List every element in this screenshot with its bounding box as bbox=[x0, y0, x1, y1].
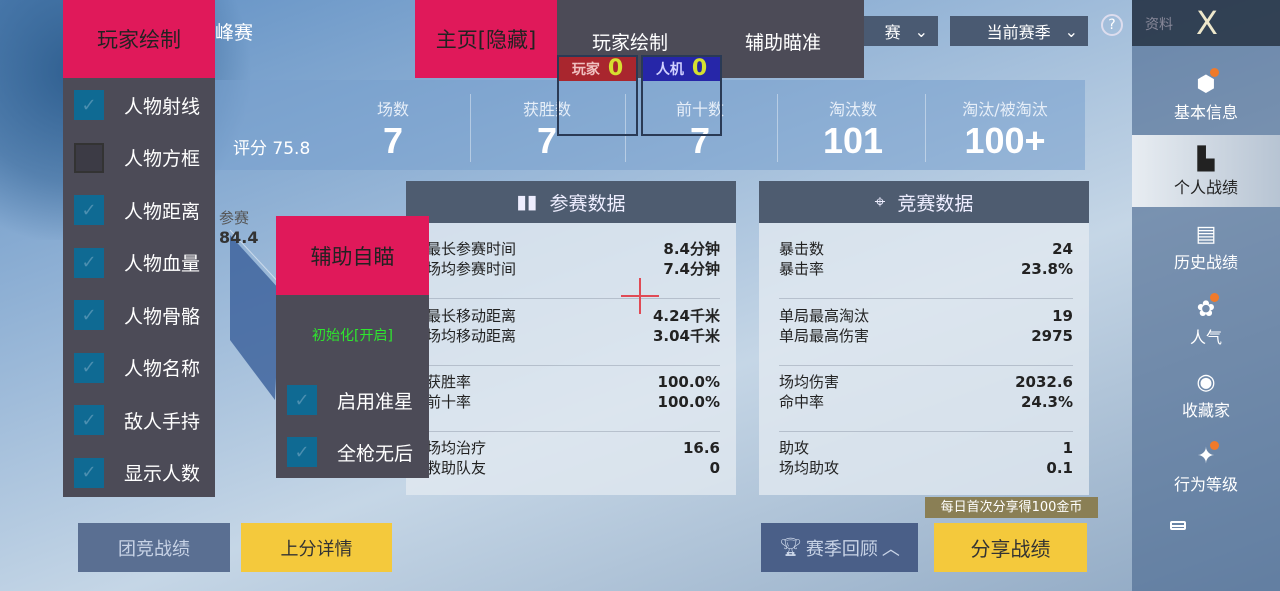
player-draw-menu: ✓ 人物射线人物方框 ✓ 人物距离 ✓ 人物血量 ✓ 人物骨骼 ✓ 人物名称 ✓ 敌人手持 ✓ 显示人数 bbox=[63, 78, 215, 497]
sidebar: 资料 X ⬢ 基本信息 ▙ 个人战绩 ▤ 历史战绩 ✿ 人气 ◉ 收藏家 ✦ 行为等级 bbox=[1132, 0, 1280, 591]
toggle-5[interactable]: ✓ 人物骨骼 bbox=[63, 295, 215, 335]
checkbox-unchecked-icon[interactable] bbox=[74, 142, 104, 173]
checkbox-checked-icon: ✓ bbox=[287, 437, 317, 467]
checkbox-checked-icon[interactable]: ✓ bbox=[74, 457, 104, 488]
bot-counter: 人机 0 bbox=[641, 55, 722, 136]
season-dropdown[interactable]: 当前赛季 ⌄ bbox=[950, 16, 1088, 46]
checkbox-checked-icon[interactable]: ✓ bbox=[74, 405, 104, 435]
stats-doc-icon: ▙ bbox=[1197, 147, 1215, 172]
toggle-label: 人物名称 bbox=[124, 358, 201, 380]
close-icon[interactable]: X bbox=[1196, 4, 1218, 42]
aimbot-menu: 初始化[开启] ✓ 启用准星 ✓ 全枪无后 bbox=[276, 295, 429, 478]
checkbox-checked-icon[interactable]: ✓ bbox=[74, 195, 104, 225]
help-icon[interactable]: ? bbox=[1101, 14, 1123, 36]
radar-value: 84.4 bbox=[219, 228, 259, 247]
chevron-up-icon: ︿ bbox=[881, 538, 900, 560]
star-badge-icon: ✦ bbox=[1196, 444, 1216, 469]
collector-badge-icon: ◉ bbox=[1196, 370, 1216, 395]
toggle-label: 人物射线 bbox=[124, 95, 201, 118]
player-counter: 玩家 0 bbox=[557, 55, 638, 136]
radar-label: 参赛 bbox=[219, 209, 250, 227]
toggle-3[interactable]: ✓ 人物距离 bbox=[63, 190, 215, 230]
crosshair-icon: ⌖ bbox=[874, 191, 886, 213]
aimbot-title: 辅助自瞄 bbox=[276, 216, 429, 295]
rose-icon: ✿ bbox=[1196, 297, 1216, 322]
checkbox-checked-icon[interactable]: ✓ bbox=[74, 300, 104, 330]
bot-count: 0 bbox=[691, 56, 708, 81]
season-review-button[interactable]: 🏆︎ 赛季回顾 ︿ bbox=[761, 523, 918, 572]
participation-panel: ▮▮ 参赛数据 最长参赛时间 8.4分钟 场均参赛时间 7.4分钟 最长移动距离 4.24… bbox=[406, 181, 736, 495]
competition-header: ⌖ 竞赛数据 bbox=[759, 181, 1089, 223]
season-dropdown-label: 当前赛季 bbox=[986, 23, 1051, 42]
player-counter-label: 玩家 bbox=[571, 62, 600, 78]
sidebar-item-collector[interactable]: ◉ 收藏家 bbox=[1132, 370, 1280, 421]
sidebar-item-basic-info[interactable]: ⬢ 基本信息 bbox=[1132, 72, 1280, 123]
tab-aim-assist[interactable]: 辅助瞄准 bbox=[745, 32, 822, 54]
toggle-label: 人物距离 bbox=[124, 200, 201, 223]
toggle-label: 人物血量 bbox=[124, 253, 201, 275]
rank-details-button[interactable]: 上分详情 bbox=[241, 523, 392, 572]
toggle-8[interactable]: ✓ 显示人数 bbox=[63, 453, 215, 493]
toggle-label: 人物骨骼 bbox=[124, 305, 201, 328]
profile-label: 资料 bbox=[1145, 17, 1173, 33]
stat-matches: 场数 7 bbox=[376, 100, 409, 161]
sidebar-item-popularity[interactable]: ✿ 人气 bbox=[1132, 297, 1280, 348]
toggle-no-recoil[interactable]: ✓ 全枪无后 bbox=[276, 432, 428, 472]
trophy-icon: 🏆︎ bbox=[779, 537, 802, 558]
checkbox-checked-icon[interactable]: ✓ bbox=[74, 247, 104, 278]
toggle-6[interactable]: ✓ 人物名称 bbox=[63, 348, 215, 388]
team-stats-button[interactable]: 团竞战绩 bbox=[78, 523, 230, 572]
toggle-2[interactable]: 人物方框 bbox=[63, 138, 215, 178]
mode-title: 峰赛 bbox=[215, 22, 254, 44]
bot-counter-label: 人机 bbox=[655, 62, 684, 78]
competition-panel: ⌖ 竞赛数据 暴击数 24 暴击率 23.8% 单局最高淘汰 19 单局最高伤害 2975 场… bbox=[759, 181, 1089, 495]
toggle-7[interactable]: ✓ 敌人手持 bbox=[63, 400, 215, 440]
toggle-label: 人物方框 bbox=[124, 148, 201, 170]
player-draw-title: 玩家绘制 bbox=[63, 0, 215, 78]
crosshair-vertical bbox=[639, 278, 641, 314]
tab-home-hidden[interactable]: 主页[隐藏] bbox=[415, 0, 557, 78]
participation-header: ▮▮ 参赛数据 bbox=[406, 181, 736, 223]
rating: 评分 75.8 bbox=[233, 139, 311, 159]
sidebar-item-personal-stats[interactable]: ▙ 个人战绩 bbox=[1132, 135, 1280, 207]
stat-top10: 前十数 7 bbox=[675, 100, 724, 161]
checkbox-checked-icon[interactable]: ✓ bbox=[74, 90, 104, 120]
toggle-4[interactable]: ✓ 人物血量 bbox=[63, 243, 215, 283]
tab-player-draw[interactable]: 玩家绘制 bbox=[592, 32, 669, 54]
toggle-label: 显示人数 bbox=[124, 463, 201, 485]
mode-dropdown-label: 赛 bbox=[884, 23, 901, 42]
profile-icon: ⬢ bbox=[1196, 72, 1216, 97]
season-review-label: 赛季回顾 bbox=[805, 538, 878, 560]
share-tooltip: 每日首次分享得100金币 bbox=[925, 497, 1098, 518]
checkbox-checked-icon: ✓ bbox=[287, 385, 317, 415]
player-count: 0 bbox=[607, 56, 624, 81]
toggle-1[interactable]: ✓ 人物射线 bbox=[63, 85, 215, 125]
stat-kills: 淘汰数 101 bbox=[822, 100, 884, 161]
menu-icon[interactable] bbox=[1170, 521, 1186, 530]
checkbox-checked-icon[interactable]: ✓ bbox=[74, 352, 104, 383]
toggle-crosshair[interactable]: ✓ 启用准星 bbox=[276, 380, 428, 420]
stats-bar: 评分 75.8 场数 7 获胜数 7 前十数 7 淘汰数 101 淘汰/被淘汰 100+ bbox=[215, 80, 1085, 170]
bar-chart-icon: ▮▮ bbox=[516, 191, 538, 213]
sidebar-item-history[interactable]: ▤ 历史战绩 bbox=[1132, 222, 1280, 273]
share-button[interactable]: 分享战绩 bbox=[934, 523, 1087, 572]
toggle-label: 敌人手持 bbox=[124, 410, 201, 433]
chevron-down-icon: ⌄ bbox=[914, 21, 928, 41]
document-icon: ▤ bbox=[1195, 222, 1217, 247]
stat-kd: 淘汰/被淘汰 100+ bbox=[962, 100, 1048, 161]
chevron-down-icon: ⌄ bbox=[1064, 21, 1078, 41]
aimbot-status: 初始化[开启] bbox=[312, 328, 393, 344]
sidebar-item-behavior-level[interactable]: ✦ 行为等级 bbox=[1132, 444, 1280, 495]
